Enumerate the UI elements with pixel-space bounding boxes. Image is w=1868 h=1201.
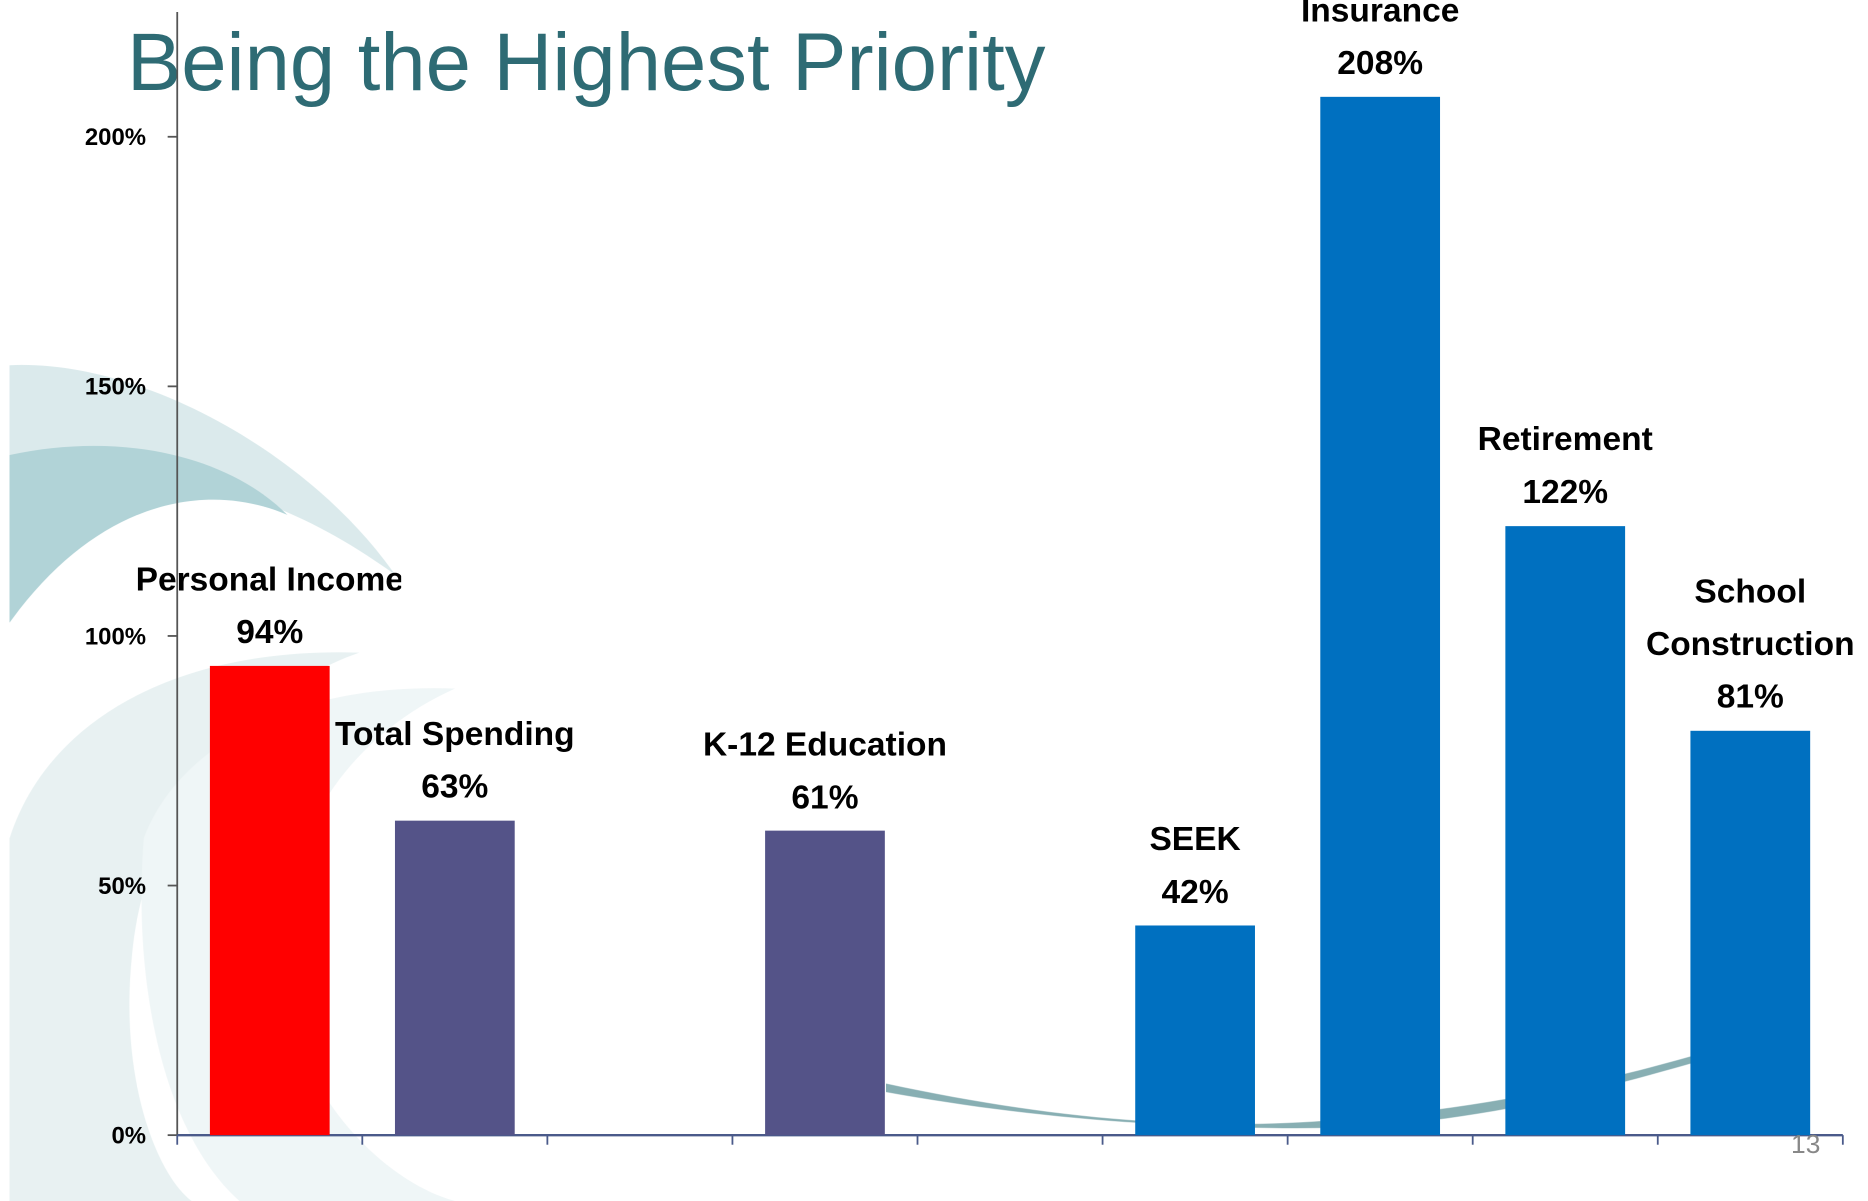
y-tick-label: 100% [85,623,146,650]
data-label: SEEK 42% [1063,684,1326,919]
data-label: Personal Income 94% [138,424,401,659]
data-label-box: Insurance 208% [1248,0,1511,90]
y-tick-label: 200% [85,124,146,151]
data-label: Insurance 208% [1248,0,1511,90]
bar-name: Total Spending [334,715,575,753]
data-label-box: SEEK 42% [1063,684,1326,919]
data-label: School Construction 81% [1619,489,1868,724]
bar [1320,96,1441,1136]
value-label: 61% [791,777,859,816]
data-label: K-12 Education 61% [693,589,956,824]
value-label: 122% [1522,473,1609,511]
bar [1505,526,1626,1136]
data-label-box: School Construction 81% [1619,489,1868,724]
bar [394,820,515,1136]
bar [765,830,885,1136]
bar-name: SEEK [1149,820,1241,858]
value-label: 94% [236,613,304,651]
value-label: 81% [1716,678,1784,716]
data-label-box: Personal Income 94% [138,424,401,659]
bar-name: School Construction [1645,572,1855,663]
bar-name: Retirement [1477,420,1653,458]
bar-name: K-12 Education [702,725,947,763]
data-label-box: K-12 Education 61% [693,589,956,824]
data-label-box: Retirement 122% [1434,284,1697,519]
value-label: 63% [421,767,489,806]
y-tick-label: 50% [98,873,146,900]
bar [209,665,330,1136]
chart-title: Being the Highest Priority [127,17,1046,108]
value-label: 208% [1337,44,1424,82]
data-label-box: Total Spending 63% [323,579,586,814]
bar [1690,730,1811,1136]
data-label: Total Spending 63% [323,579,586,814]
y-tick-label: 150% [85,374,146,401]
value-label: 42% [1161,872,1229,910]
data-label: Retirement 122% [1434,284,1697,519]
bar-name: Personal Income [138,560,402,598]
y-tick-label: 0% [111,1123,146,1150]
bar [1135,925,1255,1136]
bar-name: Insurance [1300,0,1460,29]
